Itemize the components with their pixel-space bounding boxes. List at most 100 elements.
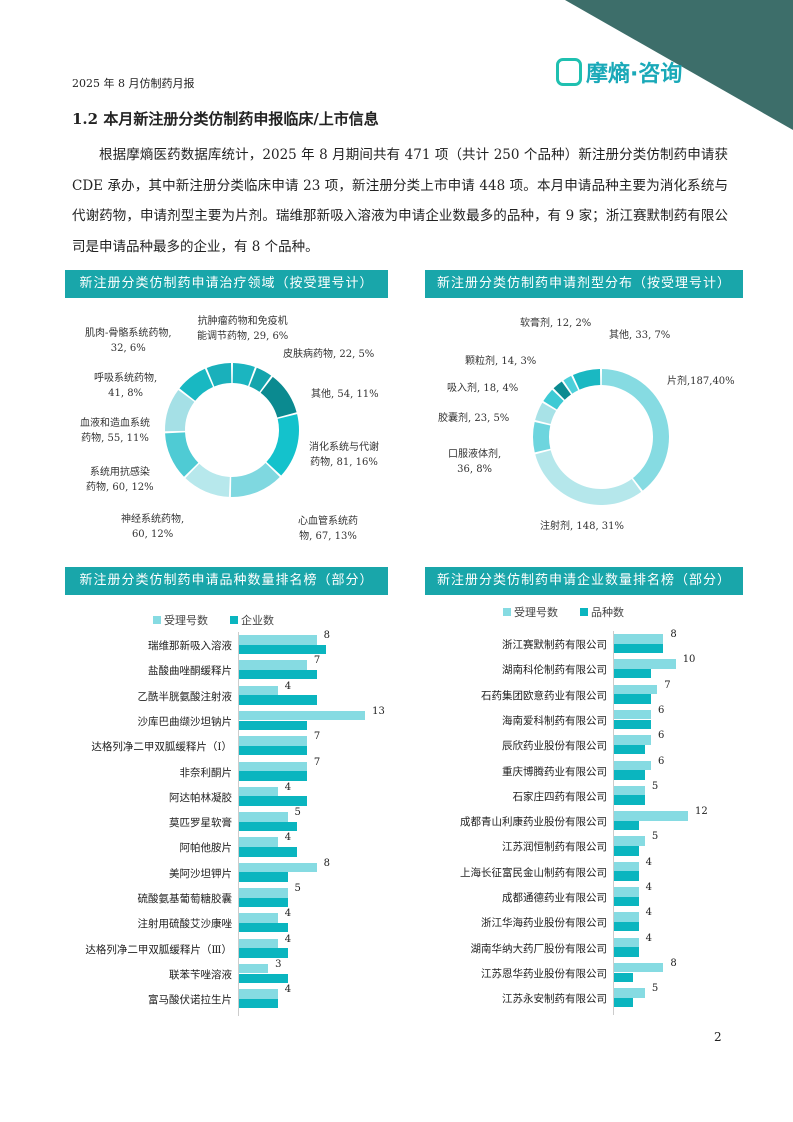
slice-label: 血液和造血系统 药物, 55, 11% <box>80 418 150 444</box>
category-label: 江苏永安制药有限公司 <box>502 993 607 1006</box>
bar-primary <box>614 988 645 998</box>
summary-paragraph: 根据摩熵医药数据库统计，2025 年 8 月期间共有 471 项（共计 250 … <box>72 147 728 255</box>
donut-slice <box>266 414 299 476</box>
data-label: 4 <box>284 984 292 996</box>
bar-secondary <box>239 897 288 908</box>
y-axis <box>238 632 239 1016</box>
legend-swatch <box>230 616 238 624</box>
data-label: 4 <box>284 933 292 945</box>
bar-secondary <box>614 744 645 755</box>
legend: 受理号数 企业数 <box>153 612 274 628</box>
logo-text: 摩熵·咨询 <box>586 62 683 87</box>
legend-item: 品种数 <box>580 604 624 620</box>
data-label: 8 <box>323 857 330 869</box>
y-axis <box>613 631 614 1015</box>
bar-secondary <box>614 846 639 856</box>
bar-primary <box>614 912 639 922</box>
bar-secondary <box>614 921 639 932</box>
slice-label: 心血管系统药 物, 67, 13% <box>298 516 358 542</box>
donut-slice <box>543 389 564 410</box>
slice-label: 片剂,187,40% <box>667 376 735 387</box>
donut-slice <box>535 402 557 425</box>
data-label: 12 <box>695 806 708 818</box>
bar-primary <box>239 635 317 645</box>
corner-decoration <box>565 0 793 130</box>
chart-title-dosage-form: 新注册分类仿制药申请剂型分布（按受理号计） <box>425 270 743 298</box>
legend-label: 企业数 <box>241 614 274 627</box>
donut-slice <box>553 381 571 400</box>
bar-secondary <box>614 795 645 805</box>
category-label: 硫酸氨基葡萄糖胶囊 <box>137 893 233 905</box>
slice-label: 肌肉-骨骼系统药物, 32, 6% <box>85 328 172 354</box>
bar-secondary <box>239 745 307 756</box>
data-label: 6 <box>658 755 665 767</box>
bar-secondary <box>614 947 639 957</box>
data-label: 13 <box>372 705 385 717</box>
category-label: 辰欣药业股份有限公司 <box>502 740 607 753</box>
legend-label: 受理号数 <box>164 614 208 627</box>
data-label: 4 <box>284 680 292 692</box>
donut-slice <box>179 368 213 401</box>
data-label: 5 <box>294 807 301 819</box>
bar-primary <box>239 989 278 999</box>
bar-secondary <box>239 644 327 655</box>
category-label: 注射用硫酸艾沙康唑 <box>137 918 233 931</box>
bar-primary <box>614 735 652 745</box>
slice-label: 口服液体剂, 36, 8% <box>448 449 502 475</box>
bar-primary <box>239 786 278 797</box>
legend-label: 品种数 <box>591 606 624 619</box>
bar-primary <box>614 962 664 973</box>
bar-primary <box>239 938 278 949</box>
slice-label: 软膏剂, 12, 2% <box>520 318 592 329</box>
bar-secondary <box>614 643 664 654</box>
slice-label: 注射剂, 148, 31% <box>540 521 625 532</box>
legend-swatch <box>580 608 588 616</box>
bar-primary <box>614 861 639 872</box>
category-label: 阿帕他胺片 <box>179 842 233 855</box>
bar-secondary <box>614 871 639 881</box>
slice-label: 呼吸系统药物, 41, 8% <box>94 373 158 399</box>
bar-secondary <box>239 695 317 705</box>
bar-primary <box>239 913 278 923</box>
data-label: 10 <box>682 654 696 666</box>
category-label: 石家庄四药有限公司 <box>512 790 608 803</box>
slice-label: 颗粒剂, 14, 3% <box>465 356 537 367</box>
bar-primary <box>614 811 689 821</box>
data-label: 8 <box>670 629 677 640</box>
bar-secondary <box>239 973 288 983</box>
bar-primary <box>239 812 288 822</box>
slice-label: 吸入剂, 18, 4% <box>447 383 519 394</box>
bar-secondary <box>239 669 317 680</box>
category-label: 达格列净二甲双胍缓释片（Ⅰ） <box>91 741 232 754</box>
bar-secondary <box>239 922 288 933</box>
category-label: 成都通德药业有限公司 <box>502 892 607 904</box>
category-label: 重庆博腾药业有限公司 <box>502 765 607 778</box>
bar-secondary <box>614 770 645 780</box>
legend-item: 企业数 <box>230 612 274 628</box>
bar-secondary <box>239 821 298 832</box>
donut-slice <box>533 422 551 453</box>
donut-slice <box>535 450 642 505</box>
bar-secondary <box>239 847 298 857</box>
category-label: 江苏恩华药业股份有限公司 <box>481 967 607 980</box>
bar-primary <box>614 684 658 695</box>
bar-secondary <box>239 796 307 806</box>
slice-label: 胶囊剂, 23, 5% <box>438 413 510 424</box>
donut-slice <box>601 369 669 491</box>
data-label: 5 <box>651 780 659 792</box>
bar-primary <box>614 760 652 770</box>
category-label: 美阿沙坦钾片 <box>169 867 232 880</box>
donut-slice <box>232 363 255 386</box>
category-label: 盐酸曲唑酮缓释片 <box>148 665 232 678</box>
bar-secondary <box>239 998 278 1009</box>
slice-label: 神经系统药物, 60, 12% <box>121 514 185 540</box>
category-label: 非奈利酮片 <box>179 766 233 779</box>
bar-secondary <box>614 719 652 729</box>
data-label: 4 <box>645 856 653 868</box>
bar-primary <box>614 937 639 948</box>
bar-primary <box>239 660 307 670</box>
category-label: 沙库巴曲缬沙坦钠片 <box>137 715 233 728</box>
category-label: 海南爱科制药有限公司 <box>502 714 607 727</box>
donut-slice <box>230 462 280 497</box>
bar-secondary <box>614 972 633 982</box>
